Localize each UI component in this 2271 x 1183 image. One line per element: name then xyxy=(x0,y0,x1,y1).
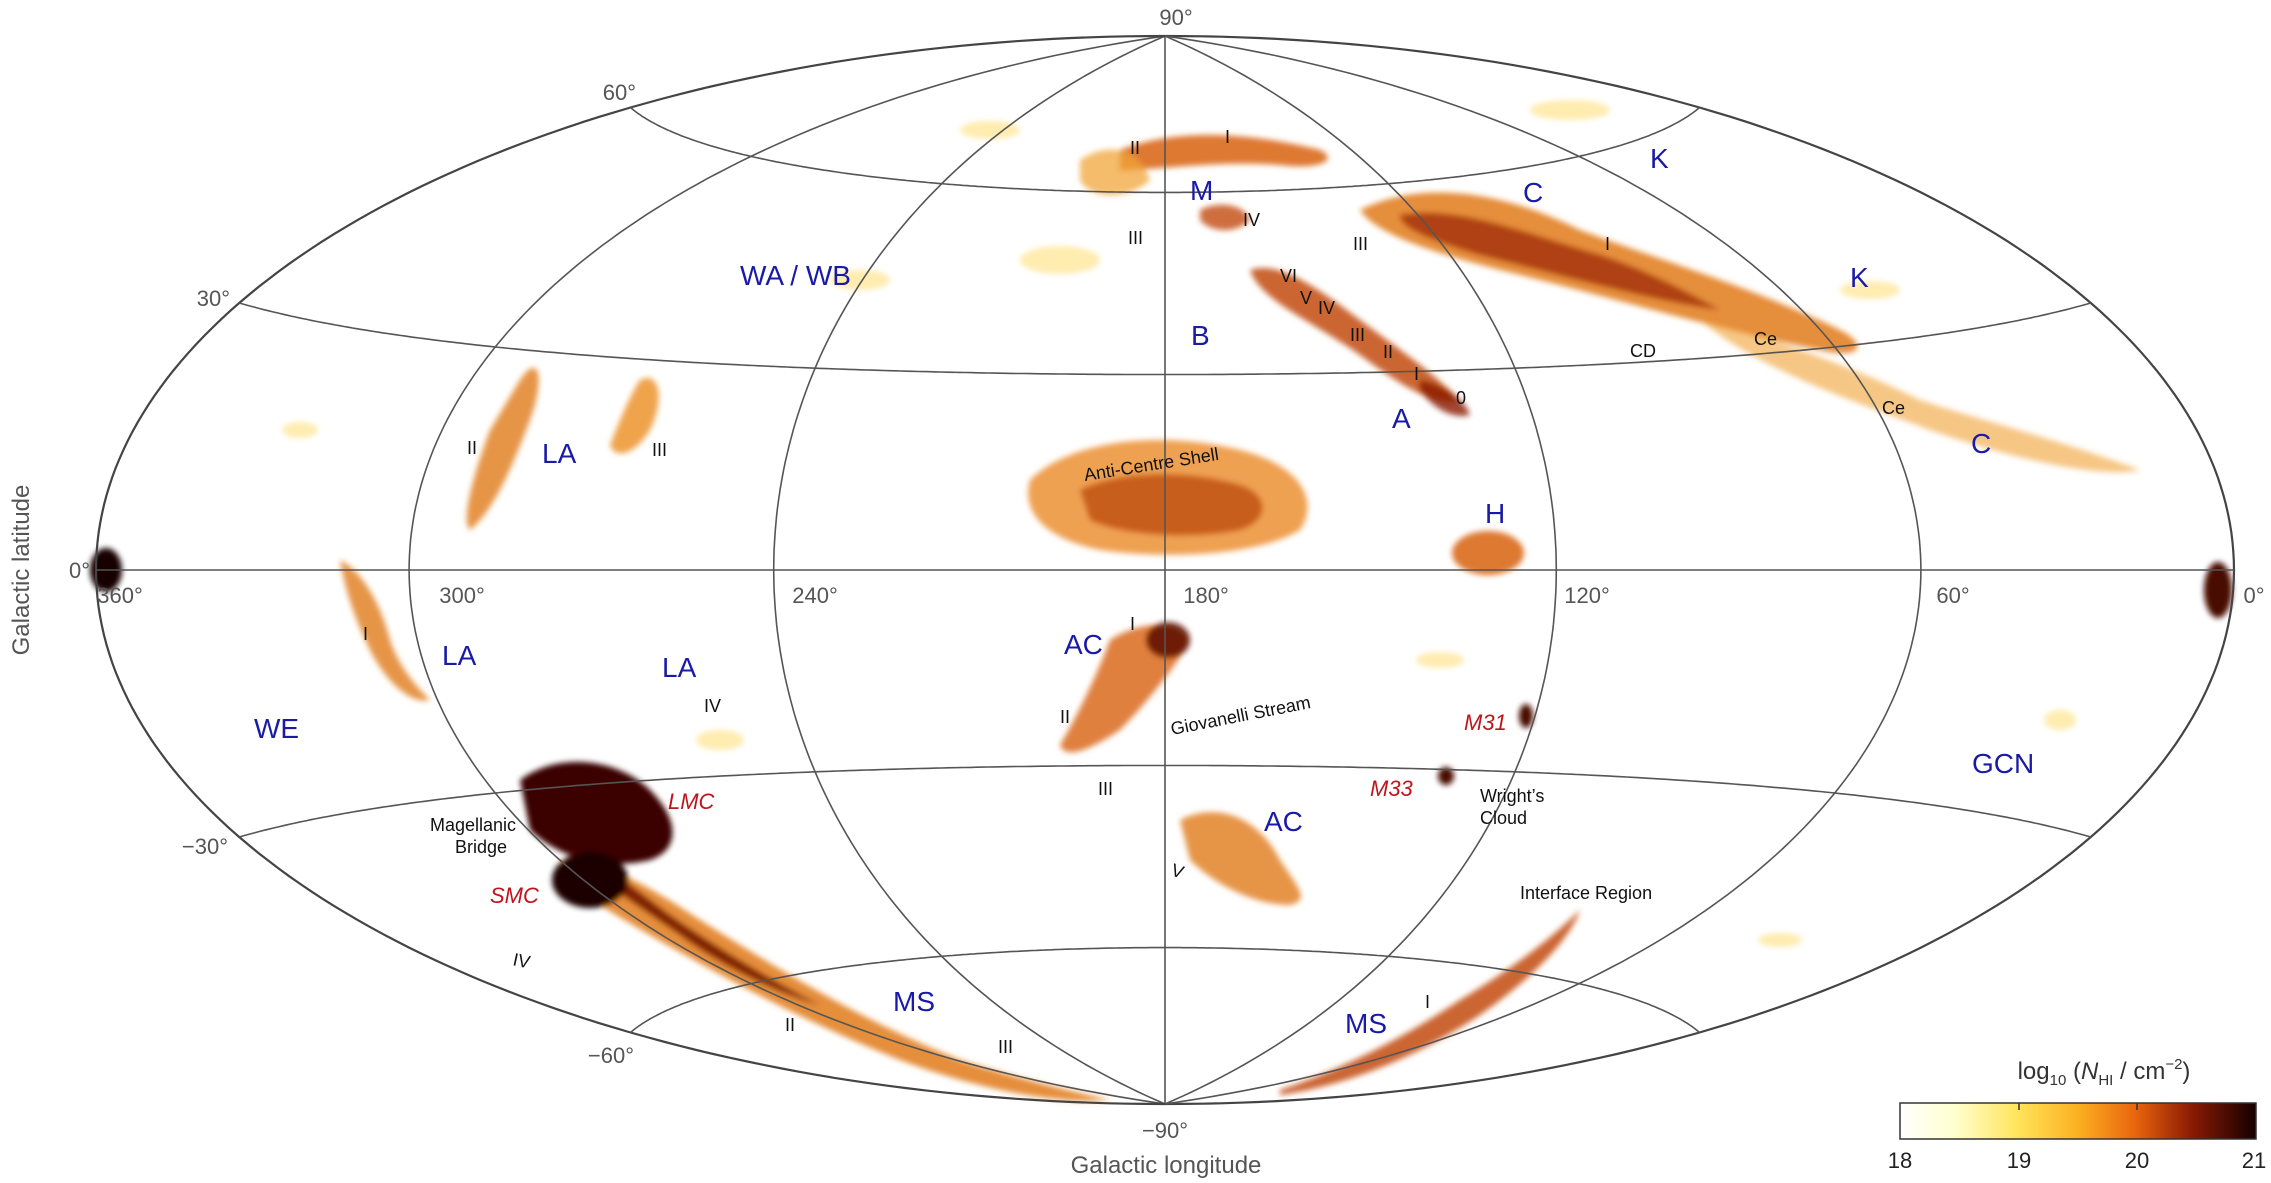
label-la-iv: IV xyxy=(704,696,721,716)
longitude-ticks: 360° 300° 240° 180° 120° 60° 0° xyxy=(97,583,2264,608)
label-ms-right: MS xyxy=(1345,1008,1387,1039)
x-axis-title: Galactic longitude xyxy=(1071,1152,1262,1179)
label-a-i: I xyxy=(1414,364,1419,384)
label-wa-wb: WA / WB xyxy=(740,260,851,291)
label-la-south-e: LA xyxy=(662,652,697,683)
label-we: WE xyxy=(254,713,299,744)
lon-tick-120: 120° xyxy=(1564,583,1610,608)
lon-tick-240: 240° xyxy=(792,583,838,608)
lat-tick-60: 60° xyxy=(603,80,636,105)
graticule xyxy=(94,34,2236,1106)
lon-tick-60: 60° xyxy=(1936,583,1969,608)
label-la-north: LA xyxy=(542,438,577,469)
label-ac-i: I xyxy=(1130,614,1135,634)
label-h: H xyxy=(1485,498,1505,529)
label-c-i: I xyxy=(1605,234,1610,254)
lon-tick-360: 360° xyxy=(97,583,143,608)
label-a-ii: II xyxy=(1383,342,1393,362)
lon-tick-0: 0° xyxy=(2243,583,2264,608)
colorbar-tick-21: 21 xyxy=(2242,1148,2266,1173)
label-smc: SMC xyxy=(490,883,539,908)
label-lmc: LMC xyxy=(668,789,715,814)
label-k-top: K xyxy=(1650,143,1669,174)
lat-tick-m30: −30° xyxy=(182,834,228,859)
lat-tick-30: 30° xyxy=(197,286,230,311)
label-m-i: I xyxy=(1225,127,1230,147)
label-ce-1: Ce xyxy=(1754,329,1777,349)
label-magellanic-bridge-1: Magellanic xyxy=(430,815,516,835)
label-la-south-w: LA xyxy=(442,640,477,671)
label-m: M xyxy=(1190,175,1213,206)
colorbar-label: log10 (NHI / cm−2) xyxy=(2018,1056,2191,1089)
label-ce-2: Ce xyxy=(1882,398,1905,418)
lat-tick-0: 0° xyxy=(69,558,90,583)
label-c-iii: III xyxy=(1353,234,1368,254)
label-wrights-cloud-1: Wright’s xyxy=(1480,786,1544,806)
label-wrights-cloud-2: Cloud xyxy=(1480,808,1527,828)
label-m31: M31 xyxy=(1464,710,1507,735)
label-ac-ii: II xyxy=(1060,707,1070,727)
label-m-iii: III xyxy=(1128,228,1143,248)
label-m33: M33 xyxy=(1370,776,1414,801)
label-a: A xyxy=(1392,403,1411,434)
parallel-line xyxy=(238,764,2092,838)
label-ms-iv: I xyxy=(1425,992,1430,1012)
label-ac-north: AC xyxy=(1064,629,1103,660)
label-a-0: 0 xyxy=(1456,388,1466,408)
label-a-iii: III xyxy=(1350,325,1365,345)
lon-tick-300: 300° xyxy=(439,583,485,608)
y-axis-title: Galactic latitude xyxy=(8,485,35,656)
label-b-iv: IV xyxy=(1318,298,1335,318)
colorbar-tick-18: 18 xyxy=(1888,1148,1912,1173)
label-b-vi: VI xyxy=(1280,266,1297,286)
hi-emission-layer xyxy=(90,100,2232,1101)
latitude-ticks: 90° 60° 30° 0° −30° −60° −90° xyxy=(69,5,1193,1143)
label-la-iii: III xyxy=(652,440,667,460)
label-m-ii: II xyxy=(1130,138,1140,158)
label-ac-south: AC xyxy=(1264,806,1303,837)
label-ms-ii: III xyxy=(998,1037,1013,1057)
colorbar-tick-20: 20 xyxy=(2125,1148,2149,1173)
label-b: B xyxy=(1191,320,1210,351)
label-ms-i: II xyxy=(785,1015,795,1035)
galaxy-labels: M31 M33 LMC SMC xyxy=(490,710,1507,908)
label-c-right: C xyxy=(1971,428,1991,459)
parallel-line xyxy=(629,946,1701,1034)
colorbar-tick-19: 19 xyxy=(2007,1148,2031,1173)
label-m-iv: IV xyxy=(1243,210,1260,230)
colorbar: log10 (NHI / cm−2) 18 19 20 21 xyxy=(1888,1056,2266,1173)
complex-labels: M C K K WA / WB B A C LA H LA LA AC WE G… xyxy=(254,143,2034,1039)
label-b-v: V xyxy=(1300,288,1312,308)
label-ms-left: MS xyxy=(893,986,935,1017)
lat-tick-m90: −90° xyxy=(1142,1118,1188,1143)
lat-tick-m60: −60° xyxy=(588,1043,634,1068)
parallel-line xyxy=(629,106,1701,194)
label-cohen-stream: V xyxy=(1169,860,1187,883)
label-giovanelli-stream: Giovanelli Stream xyxy=(1169,692,1312,739)
label-ac-iii: III xyxy=(1098,779,1113,799)
label-interface-region: IV xyxy=(511,949,532,972)
parallel-line xyxy=(238,302,2092,376)
label-k-mid: K xyxy=(1850,262,1869,293)
label-la-i: I xyxy=(363,624,368,644)
colorbar-gradient xyxy=(1899,1102,2257,1140)
label-magellanic-bridge-2: Bridge xyxy=(455,837,507,857)
lon-tick-180: 180° xyxy=(1183,583,1229,608)
label-gcn: GCN xyxy=(1972,748,2034,779)
label-c-top: C xyxy=(1523,177,1543,208)
lat-tick-90: 90° xyxy=(1159,5,1192,30)
label-la-ii: II xyxy=(467,438,477,458)
label-ms-v: Interface Region xyxy=(1520,883,1652,903)
label-cd: CD xyxy=(1630,341,1656,361)
